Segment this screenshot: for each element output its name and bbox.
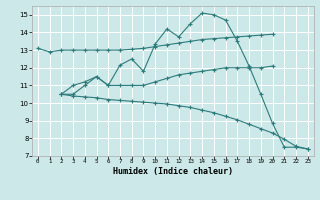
X-axis label: Humidex (Indice chaleur): Humidex (Indice chaleur)	[113, 167, 233, 176]
